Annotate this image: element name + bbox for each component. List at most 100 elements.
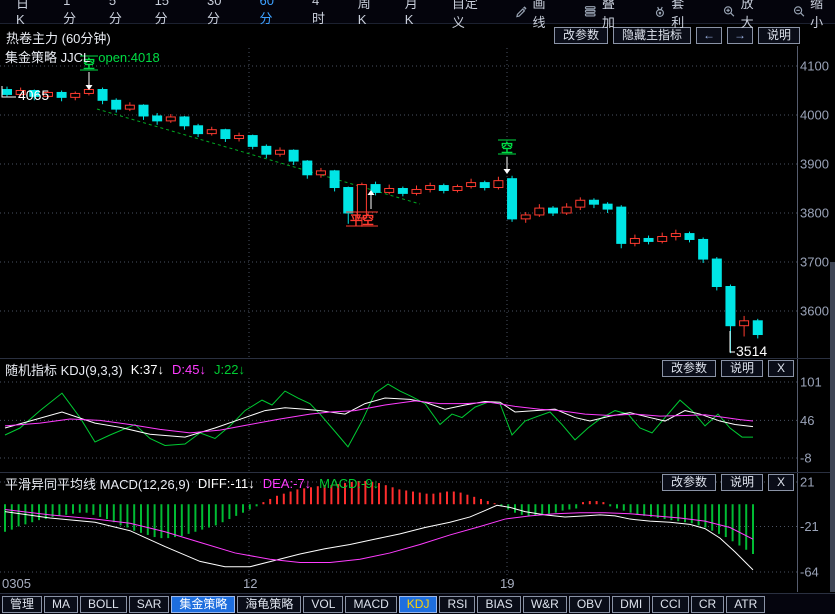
indicator-tab[interactable]: RSI [439,595,476,613]
price-axis-line [797,46,798,592]
macd-dea-value: DEA:-7↓ [262,475,312,491]
scrollbar-thumb[interactable] [830,262,835,592]
y-tick-label: 3700 [800,255,829,270]
indicator-tab[interactable]: 管理 [2,595,43,613]
x-axis-label: 19 [500,576,515,591]
indicator-tab[interactable]: KDJ [398,595,438,613]
tool-label: 放大 [740,0,754,30]
indicator-tab[interactable]: 海龟策略 [237,595,302,613]
moneybag-icon [655,6,664,17]
arbitrage-tool[interactable]: 套利 [654,0,696,31]
kdj-lines [4,383,754,448]
main-chart-header: 热卷主力 (60分钟) 改参数 隐藏主指标 ← → 说明 [0,25,835,46]
page-title: 热卷主力 (60分钟) [6,31,111,46]
tool-label: 套利 [671,0,685,30]
indicator-tab[interactable]: SAR [128,595,170,613]
macd-lines [4,504,754,571]
macd-close-button[interactable]: X [767,474,794,491]
kdj-close-button[interactable]: X [767,360,794,377]
timeframe-button[interactable]: 30分 [207,0,222,26]
trendline [96,108,421,205]
timeframe-button[interactable]: 1分 [63,0,77,26]
next-arrow-button[interactable]: → [726,27,753,44]
indicator-tab[interactable]: BIAS [477,595,521,613]
short-entry-marker: 空 [498,139,516,174]
kdj-k-value: K:37↓ [130,361,164,377]
timeframe-button[interactable]: 日K [16,0,30,27]
timeframe-button[interactable]: 自定义 [451,0,478,30]
timeframe-button[interactable]: 15分 [154,0,170,26]
panel-divider [0,472,835,473]
timeframe-button[interactable]: 4时 [311,0,325,26]
svg-text:空: 空 [501,140,513,155]
indicator-tab[interactable]: VOL [303,595,344,613]
macd-header-buttons: 改参数 说明 X [661,474,794,491]
price-callout-line [1,86,16,98]
indicator-tab[interactable]: DMI [612,595,651,613]
kdj-help-button[interactable]: 说明 [720,360,763,377]
price-callout-line [729,331,735,353]
indicator-tab[interactable]: OBV [568,595,611,613]
x-axis-label: 12 [243,576,258,591]
kdj-line-k [4,397,754,438]
kdj-title: 随机指标 KDJ(9,3,3) [5,362,123,378]
strategy-legend: 集金策略 JJCL open:4018 [5,47,160,66]
indicator-tab[interactable]: CCI [652,595,689,613]
indicator-tab[interactable]: CR [690,595,725,613]
zoom-out-icon [793,6,804,17]
indicator-tab[interactable]: W&R [522,595,567,613]
timeframe-group: 日K 1分 5分 15分 30分 60分 4时 周K 月K 自定义 [16,0,488,31]
kdj-chart: 101 46 -8 [0,376,822,471]
svg-text:空: 空 [83,56,95,71]
y-tick-label: 46 [800,413,814,428]
price-annotation: 4065 [18,87,49,103]
short-entry-marker: 空 [80,55,98,90]
indicator-tab[interactable]: ATR [726,595,766,613]
kdj-change-params-button[interactable]: 改参数 [661,360,716,377]
macd-change-params-button[interactable]: 改参数 [661,474,716,491]
price-annotation: 3514 [736,343,767,358]
help-button[interactable]: 说明 [757,27,800,44]
macd-diff-value: DIFF:-11↓ [197,475,255,491]
y-tick-label: 3800 [800,206,829,221]
main-header-buttons: 改参数 隐藏主指标 ← → 说明 [553,27,800,44]
macd-line-dea [4,509,754,563]
timeframe-button[interactable]: 5分 [108,0,122,26]
macd-panel-header: 平滑异同平均线 MACD(12,26,9) DIFF:-11↓ DEA:-7↓ … [0,473,835,493]
zoom-out-tool[interactable]: 缩小 [793,0,835,31]
y-tick-label: 3900 [800,157,829,172]
tool-label: 画线 [532,0,546,30]
indicator-tab[interactable]: MA [44,595,79,613]
macd-histogram [4,480,754,554]
y-tick-label: 4000 [800,108,829,123]
tool-label: 叠加 [601,0,615,30]
kdj-header-buttons: 改参数 说明 X [661,360,794,377]
timeframe-button[interactable]: 周K [357,0,371,27]
indicator-tab[interactable]: BOLL [80,595,127,613]
timeframe-button[interactable]: 月K [404,0,418,27]
y-tick-label: -8 [800,450,812,465]
timeframe-button[interactable]: 60分 [259,0,274,26]
tool-label: 缩小 [810,0,824,30]
prev-arrow-button[interactable]: ← [695,27,722,44]
open-price-label: open:4018 [98,50,160,65]
kdj-d-value: D:45↓ [172,361,206,377]
hide-main-indicator-button[interactable]: 隐藏主指标 [612,27,691,44]
y-tick-label: -21 [800,519,819,534]
change-params-button[interactable]: 改参数 [553,27,608,44]
macd-line-diff [4,504,754,571]
draw-line-tool[interactable]: 画线 [515,0,557,31]
top-toolbar: 日K 1分 5分 15分 30分 60分 4时 周K 月K 自定义 画线 叠加 套利 [0,0,835,30]
indicator-tab[interactable]: MACD [345,595,397,613]
indicator-tab-bar: 管理 MA BOLL SAR 集金策略 海龟策略 VOL MACD KDJ RSI BIAS W&R O… [0,593,835,614]
cover-short-marker: 平空 [346,190,378,227]
panel-divider [0,358,835,359]
indicator-tab[interactable]: 集金策略 [171,595,236,613]
candlestick-chart: 4100 4000 3900 3800 3700 3600 空平空 空 4065 3514 [0,48,829,358]
zoom-in-tool[interactable]: 放大 [723,0,765,31]
macd-help-button[interactable]: 说明 [720,474,763,491]
y-tick-label: 3600 [800,304,829,319]
overlay-tool[interactable]: 叠加 [584,0,626,31]
kdj-j-value: J:22↓ [213,361,246,377]
